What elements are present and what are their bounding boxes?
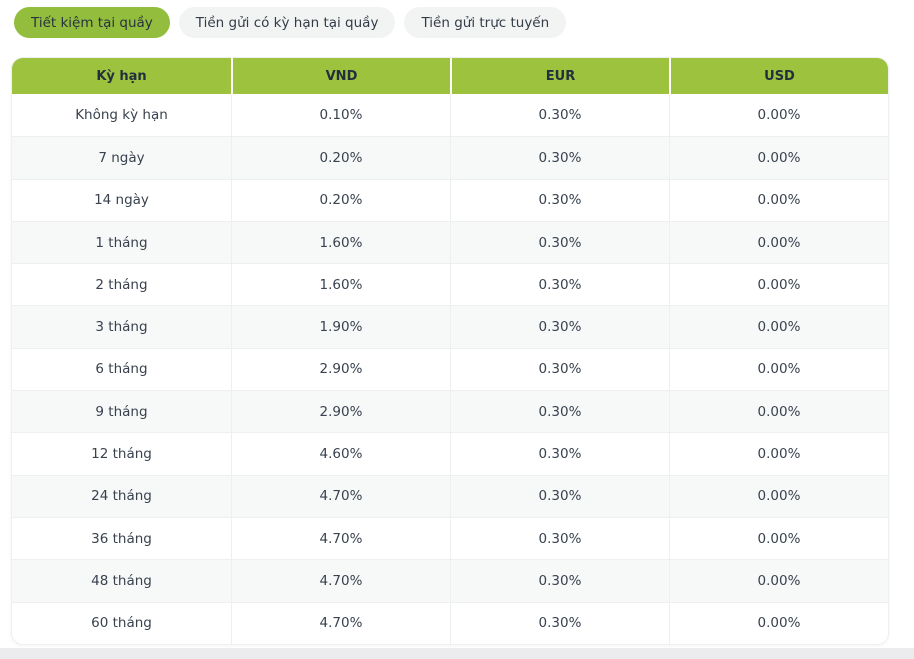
term-cell: 9 tháng [95, 403, 148, 420]
usd-rate-cell: 0.00% [669, 517, 888, 560]
term-cell: 36 tháng [91, 530, 152, 547]
eur-rate-cell: 0.30% [450, 221, 669, 264]
vnd-rate-cell: 1.60% [231, 264, 450, 306]
usd-rate-cell: 0.00% [669, 602, 888, 644]
vnd-rate-cell: 2.90% [231, 391, 450, 433]
eur-rate-cell: 0.30% [450, 475, 669, 517]
eur-rate-cell: 0.30% [450, 517, 669, 560]
term-cell: 7 ngày [98, 149, 145, 166]
term-cell: 1 tháng [95, 234, 148, 251]
table-row: 3 tháng 1.90% 0.30% 0.00% [12, 305, 888, 348]
column-header-vnd: VND [231, 58, 450, 94]
usd-rate-cell: 0.00% [669, 475, 888, 517]
column-header-term: Kỳ hạn [96, 68, 147, 84]
term-cell: 2 tháng [95, 276, 148, 293]
term-cell: 24 tháng [91, 488, 152, 505]
table-row: 1 tháng 1.60% 0.30% 0.00% [12, 220, 888, 264]
usd-rate-cell: 0.00% [669, 348, 888, 391]
vnd-rate-cell: 4.70% [231, 517, 450, 560]
usd-rate-cell: 0.00% [669, 264, 888, 306]
table-row: 2 tháng 1.60% 0.30% 0.00% [12, 263, 888, 306]
usd-rate-cell: 0.00% [669, 179, 888, 221]
vnd-rate-cell: 1.90% [231, 306, 450, 348]
usd-rate-cell: 0.00% [669, 137, 888, 179]
vnd-rate-cell: 4.70% [231, 475, 450, 517]
vnd-rate-cell: 4.70% [231, 560, 450, 602]
tab-tien-gui-co-ky-han-tai-quay[interactable]: Tiền gửi có kỳ hạn tại quầy [178, 7, 396, 38]
column-header-usd: USD [669, 58, 888, 94]
vnd-rate-cell: 4.60% [231, 433, 450, 475]
eur-rate-cell: 0.30% [450, 179, 669, 221]
vnd-rate-cell: 0.20% [231, 179, 450, 221]
vnd-rate-cell: 4.70% [231, 602, 450, 644]
eur-rate-cell: 0.30% [450, 348, 669, 391]
table-row: 14 ngày 0.20% 0.30% 0.00% [12, 178, 888, 221]
eur-rate-cell: 0.30% [450, 602, 669, 644]
eur-rate-cell: 0.30% [450, 560, 669, 602]
eur-rate-cell: 0.30% [450, 94, 669, 137]
term-cell: 12 tháng [91, 446, 152, 463]
usd-rate-cell: 0.00% [669, 306, 888, 348]
column-header-eur: EUR [450, 58, 669, 94]
eur-rate-cell: 0.30% [450, 433, 669, 475]
interest-rate-table: Kỳ hạn VND EUR USD Không kỳ hạn 0.10% 0.… [11, 57, 889, 645]
usd-rate-cell: 0.00% [669, 94, 888, 137]
table-row: 12 tháng 4.60% 0.30% 0.00% [12, 432, 888, 475]
table-row: 24 tháng 4.70% 0.30% 0.00% [12, 474, 888, 517]
table-row: 36 tháng 4.70% 0.30% 0.00% [12, 516, 888, 560]
tab-tien-gui-truc-tuyen[interactable]: Tiền gửi trực tuyến [404, 7, 567, 38]
tab-tiet-kiem-tai-quay[interactable]: Tiết kiệm tại quầy [14, 7, 170, 38]
term-cell: Không kỳ hạn [75, 107, 168, 124]
table-header-row: Kỳ hạn VND EUR USD [12, 58, 888, 94]
eur-rate-cell: 0.30% [450, 264, 669, 306]
eur-rate-cell: 0.30% [450, 391, 669, 433]
usd-rate-cell: 0.00% [669, 221, 888, 264]
usd-rate-cell: 0.00% [669, 560, 888, 602]
table-row: 48 tháng 4.70% 0.30% 0.00% [12, 559, 888, 602]
eur-rate-cell: 0.30% [450, 137, 669, 179]
table-row: 6 tháng 2.90% 0.30% 0.00% [12, 347, 888, 391]
term-cell: 14 ngày [94, 192, 149, 209]
table-row: 9 tháng 2.90% 0.30% 0.00% [12, 390, 888, 433]
tab-bar: Tiết kiệm tại quầy Tiền gửi có kỳ hạn tạ… [0, 0, 914, 38]
usd-rate-cell: 0.00% [669, 433, 888, 475]
term-cell: 48 tháng [91, 572, 152, 589]
vnd-rate-cell: 0.20% [231, 137, 450, 179]
term-cell: 6 tháng [95, 361, 148, 378]
vnd-rate-cell: 0.10% [231, 94, 450, 137]
table-body: Không kỳ hạn 0.10% 0.30% 0.00% 7 ngày 0.… [12, 94, 888, 644]
vnd-rate-cell: 2.90% [231, 348, 450, 391]
eur-rate-cell: 0.30% [450, 306, 669, 348]
table-row: Không kỳ hạn 0.10% 0.30% 0.00% [12, 94, 888, 137]
vnd-rate-cell: 1.60% [231, 221, 450, 264]
term-cell: 60 tháng [91, 615, 152, 632]
term-cell: 3 tháng [95, 319, 148, 336]
table-row: 60 tháng 4.70% 0.30% 0.00% [12, 601, 888, 644]
usd-rate-cell: 0.00% [669, 391, 888, 433]
table-row: 7 ngày 0.20% 0.30% 0.00% [12, 136, 888, 179]
